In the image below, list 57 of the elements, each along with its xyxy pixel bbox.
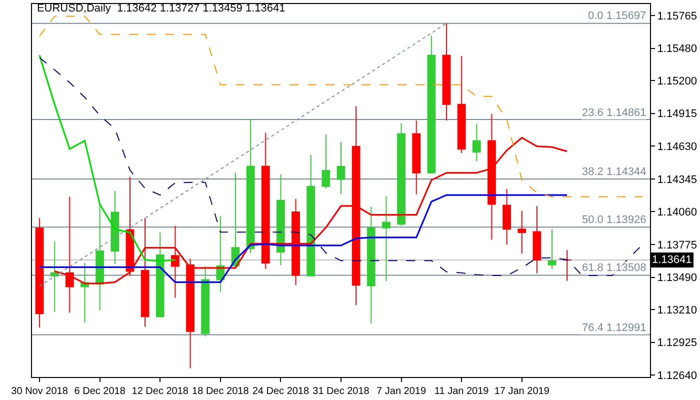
x-tick-label: 7 Jan 2019	[376, 386, 426, 397]
x-tick-label: 17 Jan 2019	[494, 386, 550, 397]
candlestick	[457, 55, 466, 154]
y-tick-label: 1.14630	[657, 140, 697, 153]
candlestick	[382, 196, 390, 282]
candlestick	[397, 122, 406, 226]
candlestick	[518, 210, 526, 254]
candlestick	[442, 22, 451, 121]
candlestick	[548, 228, 556, 270]
candlestick	[366, 206, 376, 324]
candlestick	[502, 188, 511, 246]
y-tick-label: 1.13775	[657, 239, 697, 252]
candlestick	[201, 266, 210, 337]
annotation: 1.13641	[652, 254, 692, 266]
candlestick	[562, 250, 572, 282]
line-series	[38, 54, 176, 262]
candlestick	[336, 142, 346, 195]
x-tick-label: 11 Jan 2019	[434, 386, 490, 397]
y-tick-label: 1.12640	[657, 370, 697, 382]
ref-line-label: 38.2 1.14344	[582, 166, 646, 178]
y-tick-label: 1.15480	[657, 43, 697, 56]
ref-line-label: 61.8 1.13508	[582, 262, 646, 274]
candlestick	[156, 232, 164, 318]
candlestick	[35, 218, 44, 328]
candlestick	[110, 190, 120, 264]
y-tick-label: 1.14060	[657, 206, 697, 219]
candlestick	[50, 240, 59, 312]
x-tick-label: 12 Dec 2018	[132, 386, 189, 397]
x-tick-label: 6 Dec 2018	[74, 386, 126, 397]
candlestick	[472, 123, 481, 162]
x-tick-label: 31 Dec 2018	[312, 386, 370, 397]
y-tick-label: 1.14915	[657, 108, 697, 120]
y-tick-label: 1.15765	[657, 10, 697, 22]
y-tick-label: 1.14345	[657, 174, 697, 186]
candlestick	[246, 118, 255, 254]
y-tick-label: 1.13210	[657, 304, 697, 316]
y-tick-label: 1.15200	[657, 75, 697, 88]
ref-line-label: 76.4 1.12991	[582, 322, 646, 334]
candlestick	[306, 154, 316, 276]
y-tick-label: 1.12925	[657, 337, 697, 350]
candlestick	[276, 174, 285, 266]
x-tick-label: 18 Dec 2018	[192, 386, 250, 397]
line-series	[38, 194, 568, 283]
candlestick	[96, 204, 104, 311]
ref-line-label: 23.6 1.14861	[582, 107, 646, 119]
ref-line-label: 50.0 1.13926	[582, 214, 646, 226]
y-tick-label: 1.13490	[657, 272, 697, 284]
candlestick	[126, 176, 134, 277]
ref-line-label: 0.0 1.15697	[588, 10, 646, 22]
candlestick	[532, 205, 542, 274]
x-tick-label: 24 Dec 2018	[252, 386, 310, 397]
candlestick	[322, 134, 330, 189]
candlestick	[427, 35, 436, 174]
x-tick-label: 30 Nov 2018	[11, 386, 68, 397]
candlestick	[80, 262, 89, 324]
chart-title: EURUSD,Daily 1.13642 1.13727 1.13459 1.13641	[36, 2, 286, 15]
candlestick	[412, 120, 421, 195]
